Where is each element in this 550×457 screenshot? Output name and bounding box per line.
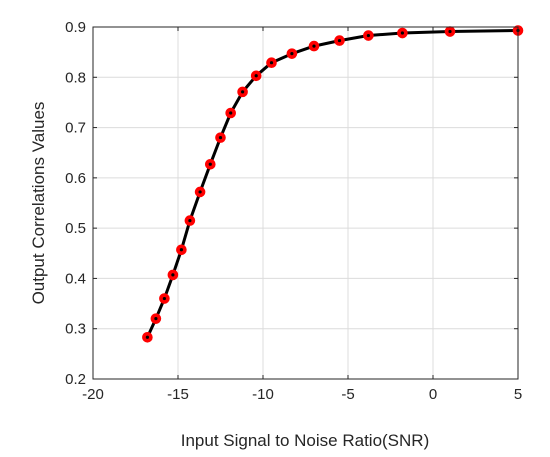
tick-labels: -20 -15 -10 -5 0 5 0.2 0.3 0.4 0.5 0.6 0.7 0.8 0.9 [65, 19, 522, 403]
x-tick-label: 5 [514, 386, 522, 403]
y-tick-label: 0.3 [65, 321, 86, 338]
data-point-center [198, 190, 202, 194]
x-tick-label: -5 [341, 386, 354, 403]
x-axis-label: Input Signal to Noise Ratio(SNR) [181, 431, 430, 450]
data-point-center [254, 74, 258, 78]
axis-ticks [92, 26, 519, 380]
data-point-center [171, 273, 175, 277]
plot-frame [92, 26, 519, 380]
x-tick-label: -10 [252, 386, 274, 403]
y-axis-label: Output Correlations Values [29, 102, 48, 305]
y-tick-label: 0.5 [65, 220, 86, 237]
data-point-center [269, 61, 274, 65]
y-tick-label: 0.7 [65, 120, 86, 137]
data-point-center [241, 90, 245, 94]
y-tick-label: 0.2 [65, 371, 86, 388]
x-tick-label: -15 [167, 386, 189, 403]
data-point-center [162, 296, 166, 301]
data-point-center [145, 335, 149, 339]
data-point-center [218, 136, 223, 140]
y-tick-label: 0.4 [65, 270, 86, 287]
series-group [142, 25, 524, 343]
data-point-center [208, 162, 212, 166]
x-tick-label: 0 [429, 386, 437, 403]
data-point-center [179, 248, 183, 252]
data-point-center [312, 44, 316, 48]
data-point-center [400, 31, 404, 35]
y-tick-label: 0.9 [65, 19, 86, 36]
y-tick-label: 0.8 [65, 69, 86, 86]
data-point-center [448, 29, 452, 34]
data-point-center [290, 52, 294, 56]
data-point-center [154, 317, 158, 321]
data-point-center [229, 111, 233, 115]
data-point-center [366, 33, 370, 38]
data-point-center [188, 219, 192, 223]
grid-lines [93, 27, 518, 379]
y-tick-label: 0.6 [65, 170, 86, 187]
data-point-center [337, 38, 342, 43]
plot-background [93, 27, 518, 379]
x-tick-label: -20 [82, 386, 104, 403]
